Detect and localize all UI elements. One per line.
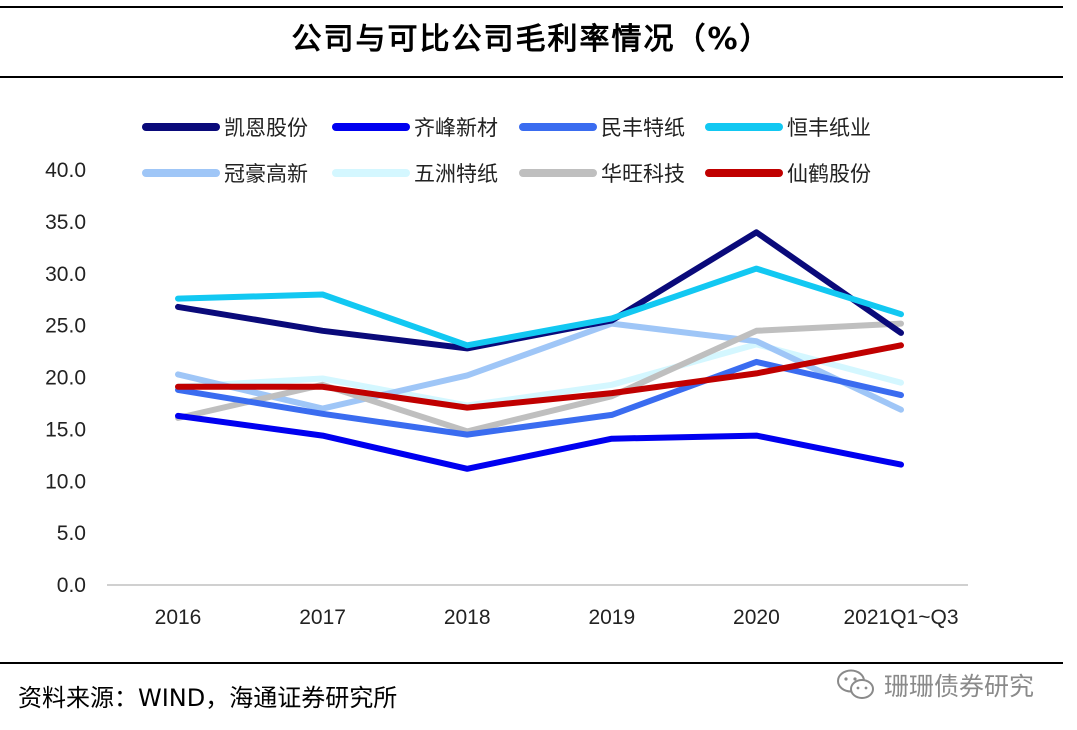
legend-label: 民丰特纸 <box>601 116 685 140</box>
y-tick-label: 35.0 <box>45 211 86 234</box>
x-axis: 2016 2017 2018 2019 2020 2021Q1~Q3 <box>155 606 959 629</box>
y-tick-label: 0.0 <box>57 574 86 597</box>
legend-label: 冠豪高新 <box>224 162 308 186</box>
x-tick-label: 2020 <box>733 606 780 629</box>
y-tick-label: 25.0 <box>45 315 86 338</box>
wechat-icon <box>837 669 874 699</box>
chart-title: 公司与可比公司毛利率情况（%） <box>291 22 772 57</box>
y-tick-label: 10.0 <box>45 470 86 493</box>
legend-label: 恒丰纸业 <box>787 116 871 140</box>
y-tick-label: 5.0 <box>57 522 86 545</box>
y-axis: 0.0 5.0 10.0 15.0 20.0 25.0 30.0 35.0 40.0 <box>45 159 86 597</box>
series-line-5 <box>175 320 904 413</box>
series-line-8 <box>175 342 904 411</box>
top-rule <box>0 6 1063 8</box>
y-tick-label: 40.0 <box>45 159 86 182</box>
x-tick-label: 2016 <box>155 606 202 629</box>
bottom-rule <box>0 662 1063 664</box>
y-tick-label: 15.0 <box>45 418 86 441</box>
legend-label: 齐峰新材 <box>414 116 498 140</box>
y-tick-label: 20.0 <box>45 367 86 390</box>
series-line-2 <box>175 412 904 472</box>
x-tick-label: 2021Q1~Q3 <box>843 606 958 629</box>
y-tick-label: 30.0 <box>45 263 86 286</box>
x-tick-label: 2019 <box>588 606 635 629</box>
title-rule <box>0 76 1063 78</box>
legend-label: 华旺科技 <box>601 162 685 186</box>
series-line-4 <box>175 265 904 349</box>
legend-label: 凯恩股份 <box>224 116 308 140</box>
legend-label: 五洲特纸 <box>414 162 498 186</box>
series-layer <box>175 229 904 472</box>
source-note: 资料来源：WIND，海通证券研究所 <box>18 684 398 712</box>
x-tick-label: 2017 <box>299 606 346 629</box>
watermark: 珊珊债券研究 <box>836 665 1034 705</box>
series-line-6 <box>175 341 904 409</box>
watermark-text: 珊珊债券研究 <box>884 672 1035 701</box>
series-line-7 <box>175 320 904 435</box>
legend-label: 仙鹤股份 <box>787 162 871 186</box>
x-tick-label: 2018 <box>444 606 491 629</box>
